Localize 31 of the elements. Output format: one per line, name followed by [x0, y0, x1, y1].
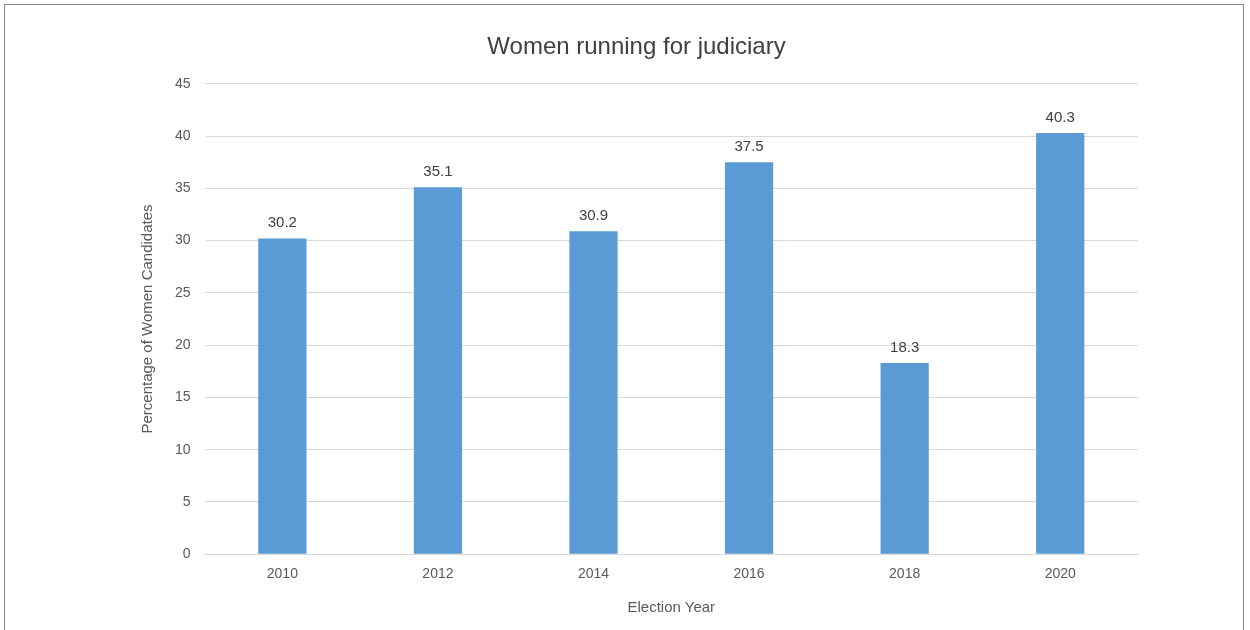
y-tick-label: 40	[174, 126, 191, 143]
data-label: 40.3	[1045, 107, 1075, 125]
y-tick-label: 25	[174, 283, 191, 300]
y-tick-label: 45	[174, 74, 191, 91]
y-tick-label: 15	[174, 388, 191, 405]
y-tick-label: 30	[174, 231, 191, 248]
data-label: 18.3	[890, 337, 920, 355]
bar	[724, 162, 774, 554]
x-axis-title: Election Year	[627, 598, 716, 616]
x-tick-label: 2012	[422, 565, 454, 582]
bar	[880, 362, 929, 554]
x-tick-label: 2018	[889, 565, 921, 582]
chart-title: Women running for judiciary	[487, 32, 786, 60]
x-tick-label: 2014	[577, 565, 610, 582]
y-axis-title: Percentage of Women Candidates	[138, 204, 156, 434]
data-label: 30.2	[267, 213, 297, 231]
y-tick-label: 10	[174, 440, 191, 457]
data-label: 37.5	[734, 136, 764, 154]
data-label: 30.9	[578, 205, 609, 223]
bar	[569, 231, 618, 554]
bar	[413, 187, 463, 554]
data-label: 35.1	[423, 161, 453, 179]
y-tick-label: 20	[174, 335, 191, 352]
y-tick-label: 0	[182, 545, 191, 562]
y-tick-label: 35	[174, 179, 191, 196]
x-tick-label: 2010	[266, 565, 299, 582]
y-tick-label: 5	[182, 492, 191, 509]
bar	[258, 238, 307, 554]
bar	[1036, 132, 1085, 554]
x-tick-label: 2020	[1044, 565, 1076, 582]
x-tick-label: 2016	[733, 565, 765, 582]
